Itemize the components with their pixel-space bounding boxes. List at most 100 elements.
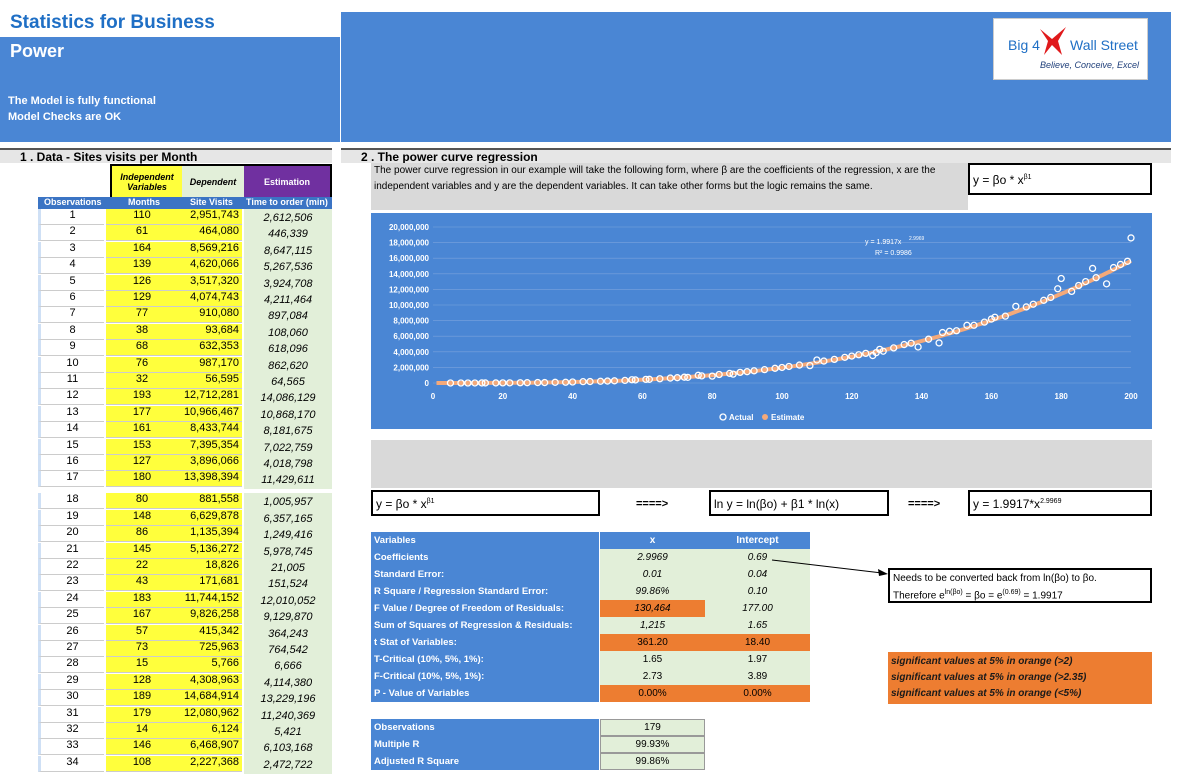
cell-observation[interactable]: 26 [38, 624, 104, 641]
stats-value[interactable]: 99.86% [600, 753, 705, 770]
cell-estimate[interactable]: 11,240,369 [244, 706, 332, 725]
cell-months[interactable]: 126 [106, 274, 178, 291]
cell-site-visits[interactable]: 13,398,394 [178, 471, 242, 488]
regression-x-value[interactable]: 1,215 [600, 617, 705, 634]
cell-estimate[interactable]: 13,229,196 [244, 690, 332, 709]
cell-estimate[interactable]: 9,129,870 [244, 608, 332, 627]
cell-months[interactable]: 32 [106, 373, 178, 389]
regression-x-value[interactable]: 99.86% [600, 583, 705, 600]
regression-x-value[interactable]: 2.9969 [600, 549, 705, 566]
cell-observation[interactable]: 28 [38, 657, 104, 674]
cell-observation[interactable]: 11 [38, 373, 104, 389]
cell-site-visits[interactable]: 10,966,467 [178, 405, 242, 422]
cell-estimate[interactable]: 1,005,957 [244, 493, 332, 512]
regression-intercept-value[interactable]: 1.65 [705, 617, 810, 634]
cell-estimate[interactable]: 862,620 [244, 356, 332, 375]
regression-x-value[interactable]: 1.65 [600, 651, 705, 668]
cell-observation[interactable]: 8 [38, 323, 104, 340]
cell-months[interactable]: 61 [106, 225, 178, 242]
cell-months[interactable]: 38 [106, 323, 178, 340]
cell-observation[interactable]: 12 [38, 389, 104, 406]
cell-site-visits[interactable]: 6,468,907 [178, 739, 242, 756]
cell-site-visits[interactable]: 12,712,281 [178, 389, 242, 406]
cell-months[interactable]: 68 [106, 340, 178, 357]
cell-months[interactable]: 145 [106, 542, 178, 559]
cell-months[interactable]: 139 [106, 258, 178, 275]
cell-observation[interactable]: 23 [38, 575, 104, 592]
cell-observation[interactable]: 7 [38, 307, 104, 324]
cell-months[interactable]: 129 [106, 291, 178, 307]
cell-observation[interactable]: 14 [38, 422, 104, 439]
regression-intercept-value[interactable]: 18.40 [705, 634, 810, 651]
cell-site-visits[interactable]: 12,080,962 [178, 706, 242, 723]
cell-observation[interactable]: 22 [38, 559, 104, 575]
cell-observation[interactable]: 34 [38, 755, 104, 772]
cell-estimate[interactable]: 3,924,708 [244, 274, 332, 293]
cell-estimate[interactable]: 2,472,722 [244, 755, 332, 774]
cell-months[interactable]: 73 [106, 641, 178, 657]
cell-observation[interactable]: 27 [38, 641, 104, 657]
cell-observation[interactable]: 21 [38, 542, 104, 559]
cell-site-visits[interactable]: 881,558 [178, 493, 242, 510]
cell-estimate[interactable]: 2,612,506 [244, 209, 332, 227]
cell-site-visits[interactable]: 11,744,152 [178, 591, 242, 608]
cell-estimate[interactable]: 10,868,170 [244, 405, 332, 424]
cell-site-visits[interactable]: 8,433,744 [178, 422, 242, 439]
cell-site-visits[interactable]: 171,681 [178, 575, 242, 592]
formula-box-top[interactable]: y = βo * xβ1 [968, 163, 1152, 195]
cell-site-visits[interactable]: 464,080 [178, 225, 242, 242]
cell-site-visits[interactable]: 93,684 [178, 323, 242, 340]
cell-estimate[interactable]: 764,542 [244, 641, 332, 659]
cell-observation[interactable]: 30 [38, 690, 104, 707]
cell-months[interactable]: 148 [106, 509, 178, 526]
cell-months[interactable]: 177 [106, 405, 178, 422]
cell-estimate[interactable]: 897,084 [244, 307, 332, 326]
cell-observation[interactable]: 10 [38, 356, 104, 373]
regression-intercept-value[interactable]: 3.89 [705, 668, 810, 685]
stats-value[interactable]: 99.93% [600, 736, 705, 753]
cell-observation[interactable]: 6 [38, 291, 104, 307]
stats-value[interactable]: 179 [600, 719, 705, 736]
cell-observation[interactable]: 5 [38, 274, 104, 291]
cell-site-visits[interactable]: 4,620,066 [178, 258, 242, 275]
cell-observation[interactable]: 15 [38, 438, 104, 455]
cell-months[interactable]: 128 [106, 673, 178, 690]
cell-observation[interactable]: 17 [38, 471, 104, 488]
cell-estimate[interactable]: 21,005 [244, 559, 332, 577]
regression-x-value[interactable]: 0.01 [600, 566, 705, 583]
cell-estimate[interactable]: 5,978,745 [244, 542, 332, 561]
cell-observation[interactable]: 2 [38, 225, 104, 242]
cell-estimate[interactable]: 446,339 [244, 225, 332, 244]
cell-months[interactable]: 153 [106, 438, 178, 455]
cell-observation[interactable]: 32 [38, 723, 104, 739]
cell-months[interactable]: 164 [106, 241, 178, 258]
cell-months[interactable]: 86 [106, 526, 178, 543]
cell-estimate[interactable]: 364,243 [244, 624, 332, 643]
regression-intercept-value[interactable]: 0.04 [705, 566, 810, 583]
cell-estimate[interactable]: 6,103,168 [244, 739, 332, 758]
cell-estimate[interactable]: 1,249,416 [244, 526, 332, 545]
cell-observation[interactable]: 24 [38, 591, 104, 608]
cell-months[interactable]: 15 [106, 657, 178, 674]
cell-site-visits[interactable]: 5,766 [178, 657, 242, 674]
cell-months[interactable]: 108 [106, 755, 178, 772]
cell-estimate[interactable]: 12,010,052 [244, 591, 332, 610]
cell-site-visits[interactable]: 2,227,368 [178, 755, 242, 772]
cell-estimate[interactable]: 151,524 [244, 575, 332, 594]
cell-months[interactable]: 43 [106, 575, 178, 592]
cell-estimate[interactable]: 5,267,536 [244, 258, 332, 277]
cell-estimate[interactable]: 8,181,675 [244, 422, 332, 441]
regression-intercept-value[interactable]: 1.97 [705, 651, 810, 668]
cell-estimate[interactable]: 6,666 [244, 657, 332, 676]
cell-estimate[interactable]: 14,086,129 [244, 389, 332, 408]
cell-observation[interactable]: 16 [38, 455, 104, 471]
cell-estimate[interactable]: 5,421 [244, 723, 332, 741]
formula-box-power[interactable]: y = βo * xβ1 [371, 490, 600, 516]
cell-site-visits[interactable]: 2,951,743 [178, 209, 242, 225]
cell-observation[interactable]: 19 [38, 509, 104, 526]
cell-months[interactable]: 189 [106, 690, 178, 707]
cell-site-visits[interactable]: 725,963 [178, 641, 242, 657]
cell-observation[interactable]: 9 [38, 340, 104, 357]
cell-site-visits[interactable]: 9,826,258 [178, 608, 242, 625]
cell-site-visits[interactable]: 910,080 [178, 307, 242, 324]
